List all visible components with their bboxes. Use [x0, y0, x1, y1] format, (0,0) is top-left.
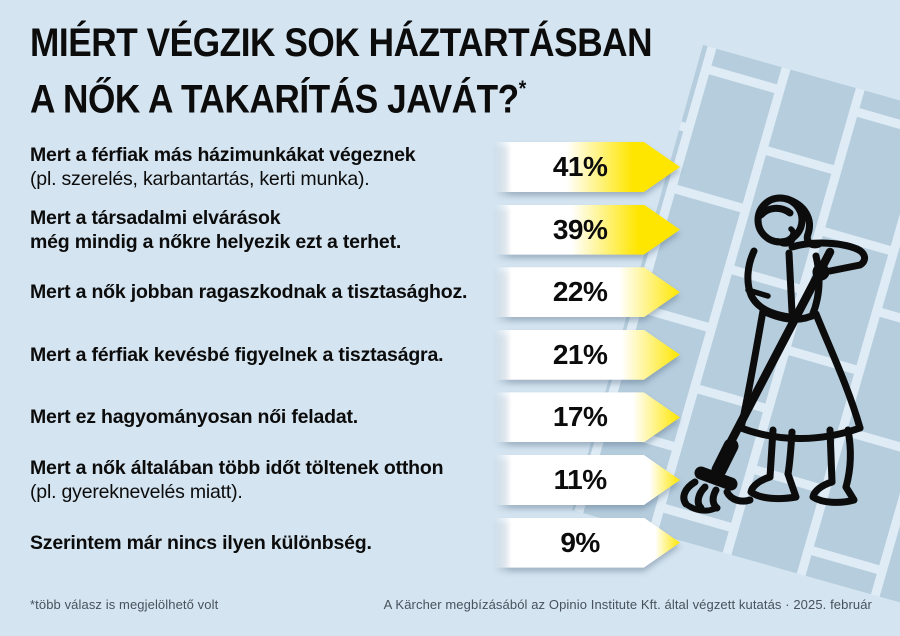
reason-label: Mert a férfiak más házimunkákat végeznek [30, 144, 416, 166]
reason-row: Mert a férfiak más házimunkákat végeznek… [30, 142, 690, 192]
reason-row: Mert a társadalmi elvárások még mindig a … [30, 204, 690, 255]
reason-row: Mert ez hagyományosan női feladat. 17% [30, 392, 690, 443]
value-badge: 22% [495, 267, 680, 318]
reason-text: Szerintem már nincs ilyen különbség. [30, 531, 470, 555]
value-badge-shape: 11% [495, 454, 680, 505]
title-line-2: A NŐK A TAKARÍTÁS JAVÁT? [30, 77, 519, 122]
footnote: *több válasz is megjelölhető volt [30, 597, 219, 612]
reason-text: Mert a férfiak kevésbé figyelnek a tiszt… [30, 343, 470, 367]
reason-text: Mert a társadalmi elvárások még mindig a … [30, 206, 470, 254]
reason-sublabel: (pl. szerelés, karbantartás, kerti munka… [30, 168, 370, 190]
value-badge-shape: 39% [495, 204, 680, 255]
page-title: MIÉRT VÉGZIK SOK HÁZTARTÁSBAN A NŐK A TA… [30, 20, 653, 123]
reason-sublabel: még mindig a nőkre helyezik ezt a terhet… [30, 230, 402, 253]
value-label: 9% [560, 526, 600, 558]
value-badge: 21% [495, 329, 680, 380]
value-label: 17% [552, 401, 608, 433]
reason-label: Mert a nők jobban ragaszkodnak a tisztas… [30, 281, 468, 304]
value-label: 39% [552, 213, 608, 245]
reason-sublabel: (pl. gyereknevelés miatt). [30, 480, 243, 503]
reason-text: Mert ez hagyományosan női feladat. [30, 405, 470, 429]
value-label: 11% [553, 463, 608, 495]
reason-label: Mert ez hagyományosan női feladat. [30, 406, 359, 429]
value-badge: 17% [495, 392, 680, 443]
value-badge: 41% [495, 142, 680, 192]
value-badge-shape: 9% [495, 517, 680, 568]
woman-mopping-illustration [680, 194, 868, 514]
reasons-list: Mert a férfiak más házimunkákat végeznek… [30, 142, 690, 580]
reason-row: Mert a férfiak kevésbé figyelnek a tiszt… [30, 329, 690, 380]
reason-label: Mert a nők általában több időt töltenek … [30, 456, 444, 479]
reason-row: Mert a nők általában több időt töltenek … [30, 454, 690, 505]
value-badge-shape: 41% [495, 142, 680, 192]
value-badge: 11% [495, 454, 680, 505]
value-badge: 9% [495, 517, 680, 568]
woman-figure [737, 194, 868, 506]
value-label: 22% [552, 276, 608, 308]
reason-text: Mert a férfiak más házimunkákat végeznek… [30, 143, 470, 191]
source-credit: A Kärcher megbízásából az Opinio Institu… [383, 597, 872, 612]
reason-row: Szerintem már nincs ilyen különbség. 9% [30, 517, 690, 568]
value-badge-shape: 22% [495, 267, 680, 318]
reason-text: Mert a nők általában több időt töltenek … [30, 456, 470, 504]
reason-label: Szerintem már nincs ilyen különbség. [30, 531, 372, 554]
value-label: 41% [552, 151, 608, 182]
value-label: 21% [552, 338, 608, 370]
title-line-1: MIÉRT VÉGZIK SOK HÁZTARTÁSBAN [30, 21, 653, 65]
reason-text: Mert a nők jobban ragaszkodnak a tisztas… [30, 280, 470, 304]
reason-label: Mert a férfiak kevésbé figyelnek a tiszt… [30, 343, 444, 366]
value-badge: 39% [495, 204, 680, 255]
value-badge-shape: 17% [495, 392, 680, 443]
title-footnote-marker: * [518, 76, 527, 101]
reason-label: Mert a társadalmi elvárások [30, 206, 281, 229]
footer: *több válasz is megjelölhető volt A Kärc… [30, 597, 872, 612]
value-badge-shape: 21% [495, 329, 680, 380]
reason-row: Mert a nők jobban ragaszkodnak a tisztas… [30, 267, 690, 318]
